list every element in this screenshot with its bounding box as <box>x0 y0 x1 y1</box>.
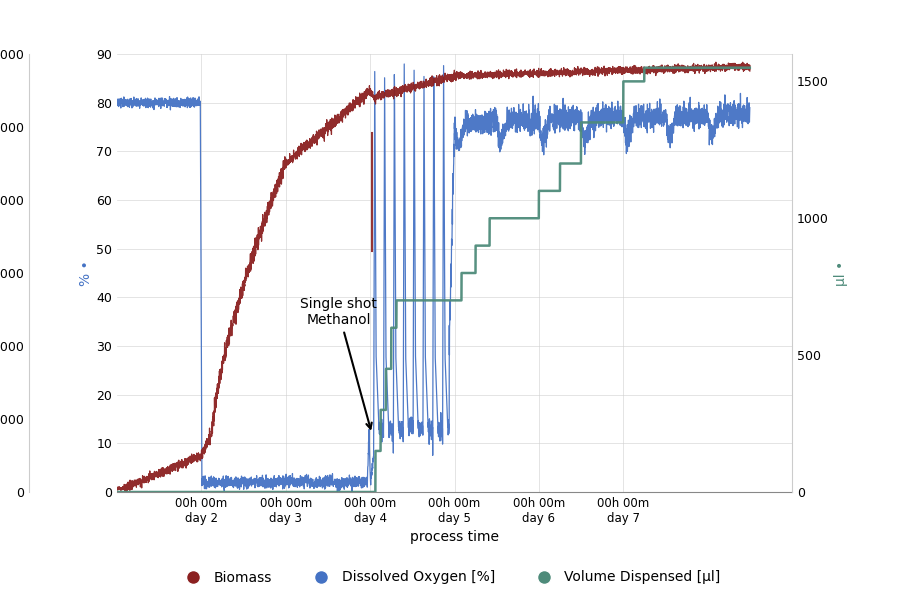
X-axis label: process time: process time <box>410 530 499 544</box>
Text: Single shot
Methanol: Single shot Methanol <box>300 297 377 428</box>
Legend: Biomass, Dissolved Oxygen [%], Volume Dispensed [µl]: Biomass, Dissolved Oxygen [%], Volume Di… <box>174 565 726 590</box>
Y-axis label: µl •: µl • <box>834 260 849 286</box>
Y-axis label: % •: % • <box>79 260 94 286</box>
